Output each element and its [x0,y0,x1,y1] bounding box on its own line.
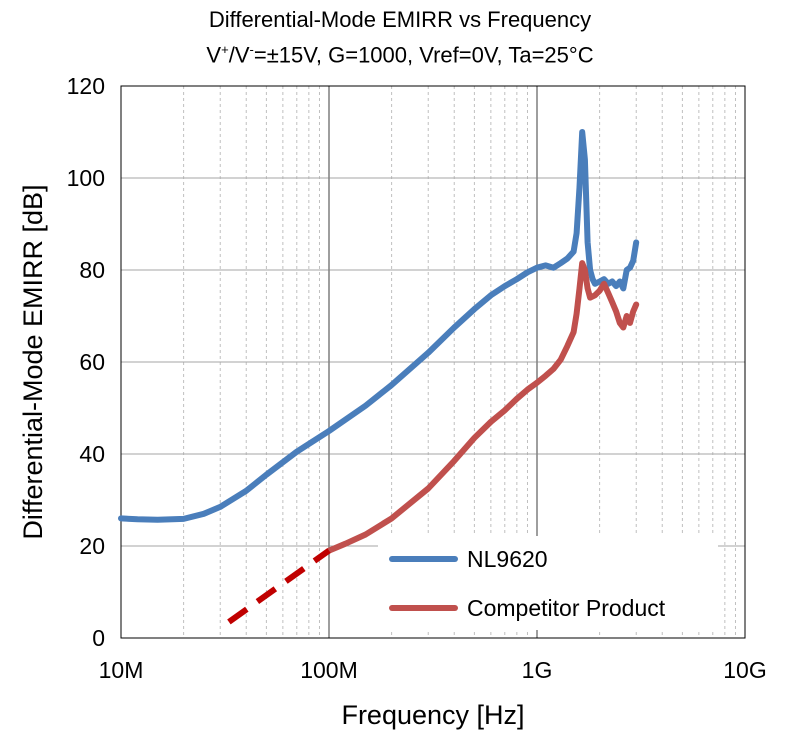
subtitle-part-v: V [206,42,222,68]
legend-background [378,536,718,630]
y-tick-labels: 0 20 40 60 80 100 120 [67,73,105,651]
y-tick-label: 120 [67,73,105,99]
data-series [118,129,640,625]
y-tick-label: 40 [79,441,105,467]
y-tick-label: 0 [92,625,105,651]
x-tick-labels: 10M 100M 1G 10G [99,657,767,683]
legend-label: NL9620 [467,546,548,572]
x-tick-label: 1G [522,657,553,683]
subtitle-part-minus: - [249,42,254,57]
plot-area-frame [120,85,746,639]
legend: NL9620 Competitor Product [389,546,666,621]
legend-label: Competitor Product [467,595,666,621]
y-tick-label: 20 [79,533,105,559]
series-line-nl9620 [118,129,640,523]
series-line-competitor-product [326,260,640,554]
y-axis-label: Differential-Mode EMIRR [dB] [18,184,48,539]
chart-subtitle: V+/V-=±15V, G=1000, Vref=0V, Ta=25°C [0,36,800,69]
y-tick-label: 80 [79,257,105,283]
subtitle-part-slash-v: /V [228,42,250,68]
y-tick-label: 100 [67,165,105,191]
y-tick-label: 60 [79,349,105,375]
x-tick-label: 100M [300,657,358,683]
extrapolated-dashed-line [227,548,331,625]
chart-title: Differential-Mode EMIRR vs Frequency [208,7,592,32]
x-tick-label: 10M [99,657,144,683]
subtitle-part-plus: + [221,42,229,57]
x-tick-label: 10G [723,657,766,683]
subtitle-part-conditions: =±15V, G=1000, Vref=0V, Ta=25°C [253,42,594,68]
x-axis-label: Frequency [Hz] [341,700,524,730]
